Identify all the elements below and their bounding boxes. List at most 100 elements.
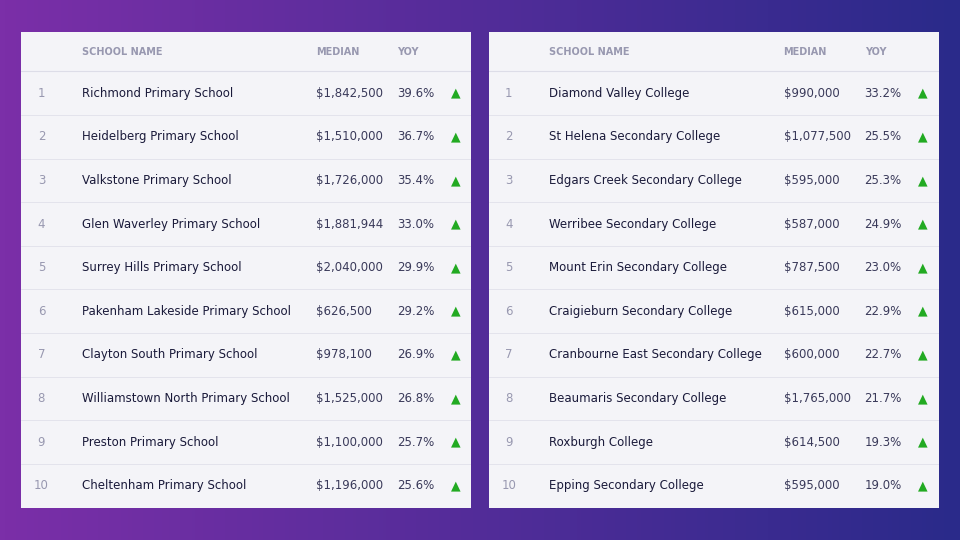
Text: 29.2%: 29.2% xyxy=(397,305,435,318)
Text: 36.7%: 36.7% xyxy=(397,130,434,143)
Text: $1,525,000: $1,525,000 xyxy=(316,392,383,405)
Text: 9: 9 xyxy=(37,436,45,449)
Text: Richmond Primary School: Richmond Primary School xyxy=(82,87,233,100)
FancyBboxPatch shape xyxy=(21,32,471,508)
Text: 25.6%: 25.6% xyxy=(397,480,434,492)
Text: ▲: ▲ xyxy=(919,130,928,143)
Text: 23.0%: 23.0% xyxy=(865,261,901,274)
Text: $1,196,000: $1,196,000 xyxy=(316,480,383,492)
Text: $1,510,000: $1,510,000 xyxy=(316,130,383,143)
Text: $614,500: $614,500 xyxy=(783,436,839,449)
Text: ▲: ▲ xyxy=(451,480,461,492)
Text: 6: 6 xyxy=(505,305,513,318)
Text: 1: 1 xyxy=(37,87,45,100)
Text: 39.6%: 39.6% xyxy=(397,87,434,100)
Text: ▲: ▲ xyxy=(451,348,461,361)
Text: 4: 4 xyxy=(505,218,513,231)
Text: 7: 7 xyxy=(37,348,45,361)
Text: ▲: ▲ xyxy=(451,87,461,100)
Text: 2: 2 xyxy=(37,130,45,143)
Text: Diamond Valley College: Diamond Valley College xyxy=(549,87,690,100)
Text: SCHOOL NAME: SCHOOL NAME xyxy=(549,47,630,57)
Text: Pakenham Lakeside Primary School: Pakenham Lakeside Primary School xyxy=(82,305,291,318)
Text: Craigieburn Secondary College: Craigieburn Secondary College xyxy=(549,305,732,318)
Text: 33.0%: 33.0% xyxy=(397,218,434,231)
Text: ▲: ▲ xyxy=(451,174,461,187)
Text: 21.7%: 21.7% xyxy=(865,392,902,405)
Text: ▲: ▲ xyxy=(919,348,928,361)
Text: Cheltenham Primary School: Cheltenham Primary School xyxy=(82,480,247,492)
Text: Glen Waverley Primary School: Glen Waverley Primary School xyxy=(82,218,260,231)
Text: 4: 4 xyxy=(37,218,45,231)
Text: 10: 10 xyxy=(501,480,516,492)
Text: $978,100: $978,100 xyxy=(316,348,372,361)
Text: YOY: YOY xyxy=(865,47,886,57)
Text: Preston Primary School: Preston Primary School xyxy=(82,436,219,449)
Text: 25.3%: 25.3% xyxy=(865,174,901,187)
Text: 24.9%: 24.9% xyxy=(865,218,902,231)
Text: Mount Erin Secondary College: Mount Erin Secondary College xyxy=(549,261,728,274)
Text: MEDIAN: MEDIAN xyxy=(316,47,359,57)
Text: 22.7%: 22.7% xyxy=(865,348,902,361)
Text: 5: 5 xyxy=(37,261,45,274)
Text: Valkstone Primary School: Valkstone Primary School xyxy=(82,174,231,187)
Text: Heidelberg Primary School: Heidelberg Primary School xyxy=(82,130,239,143)
Text: Epping Secondary College: Epping Secondary College xyxy=(549,480,705,492)
Text: $595,000: $595,000 xyxy=(783,480,839,492)
Text: $1,077,500: $1,077,500 xyxy=(783,130,851,143)
Text: $615,000: $615,000 xyxy=(783,305,839,318)
Text: Roxburgh College: Roxburgh College xyxy=(549,436,654,449)
Text: $787,500: $787,500 xyxy=(783,261,839,274)
Text: SCHOOL NAME: SCHOOL NAME xyxy=(82,47,162,57)
Text: 19.3%: 19.3% xyxy=(865,436,901,449)
Text: ▲: ▲ xyxy=(919,392,928,405)
Text: 5: 5 xyxy=(505,261,513,274)
Text: $1,726,000: $1,726,000 xyxy=(316,174,383,187)
Text: Clayton South Primary School: Clayton South Primary School xyxy=(82,348,257,361)
Text: $1,765,000: $1,765,000 xyxy=(783,392,851,405)
Text: ▲: ▲ xyxy=(919,305,928,318)
Text: YOY: YOY xyxy=(397,47,419,57)
Text: $600,000: $600,000 xyxy=(783,348,839,361)
Text: MEDIAN: MEDIAN xyxy=(783,47,827,57)
Text: 10: 10 xyxy=(34,480,49,492)
Text: 6: 6 xyxy=(37,305,45,318)
Text: $990,000: $990,000 xyxy=(783,87,839,100)
Text: $587,000: $587,000 xyxy=(783,218,839,231)
Text: Beaumaris Secondary College: Beaumaris Secondary College xyxy=(549,392,727,405)
Text: 7: 7 xyxy=(505,348,513,361)
Text: $2,040,000: $2,040,000 xyxy=(316,261,383,274)
Text: Surrey Hills Primary School: Surrey Hills Primary School xyxy=(82,261,242,274)
Text: ▲: ▲ xyxy=(451,305,461,318)
Text: 2: 2 xyxy=(505,130,513,143)
Text: 8: 8 xyxy=(37,392,45,405)
Text: 26.8%: 26.8% xyxy=(397,392,434,405)
Text: 3: 3 xyxy=(37,174,45,187)
Text: $595,000: $595,000 xyxy=(783,174,839,187)
Text: Cranbourne East Secondary College: Cranbourne East Secondary College xyxy=(549,348,762,361)
Text: ▲: ▲ xyxy=(919,436,928,449)
Text: ▲: ▲ xyxy=(919,480,928,492)
Text: ▲: ▲ xyxy=(919,218,928,231)
Text: ▲: ▲ xyxy=(451,436,461,449)
Text: 19.0%: 19.0% xyxy=(865,480,901,492)
Text: ▲: ▲ xyxy=(919,261,928,274)
Text: 29.9%: 29.9% xyxy=(397,261,435,274)
Text: 35.4%: 35.4% xyxy=(397,174,434,187)
Text: Edgars Creek Secondary College: Edgars Creek Secondary College xyxy=(549,174,742,187)
Text: ▲: ▲ xyxy=(451,261,461,274)
FancyBboxPatch shape xyxy=(489,32,939,508)
Text: 8: 8 xyxy=(505,392,513,405)
Text: 25.7%: 25.7% xyxy=(397,436,434,449)
Text: 25.5%: 25.5% xyxy=(865,130,901,143)
Text: $626,500: $626,500 xyxy=(316,305,372,318)
Text: Werribee Secondary College: Werribee Secondary College xyxy=(549,218,717,231)
Text: 9: 9 xyxy=(505,436,513,449)
Text: 22.9%: 22.9% xyxy=(865,305,902,318)
Text: ▲: ▲ xyxy=(451,392,461,405)
Text: St Helena Secondary College: St Helena Secondary College xyxy=(549,130,721,143)
Text: 33.2%: 33.2% xyxy=(865,87,901,100)
Text: 26.9%: 26.9% xyxy=(397,348,435,361)
Text: ▲: ▲ xyxy=(919,87,928,100)
Text: 3: 3 xyxy=(505,174,513,187)
